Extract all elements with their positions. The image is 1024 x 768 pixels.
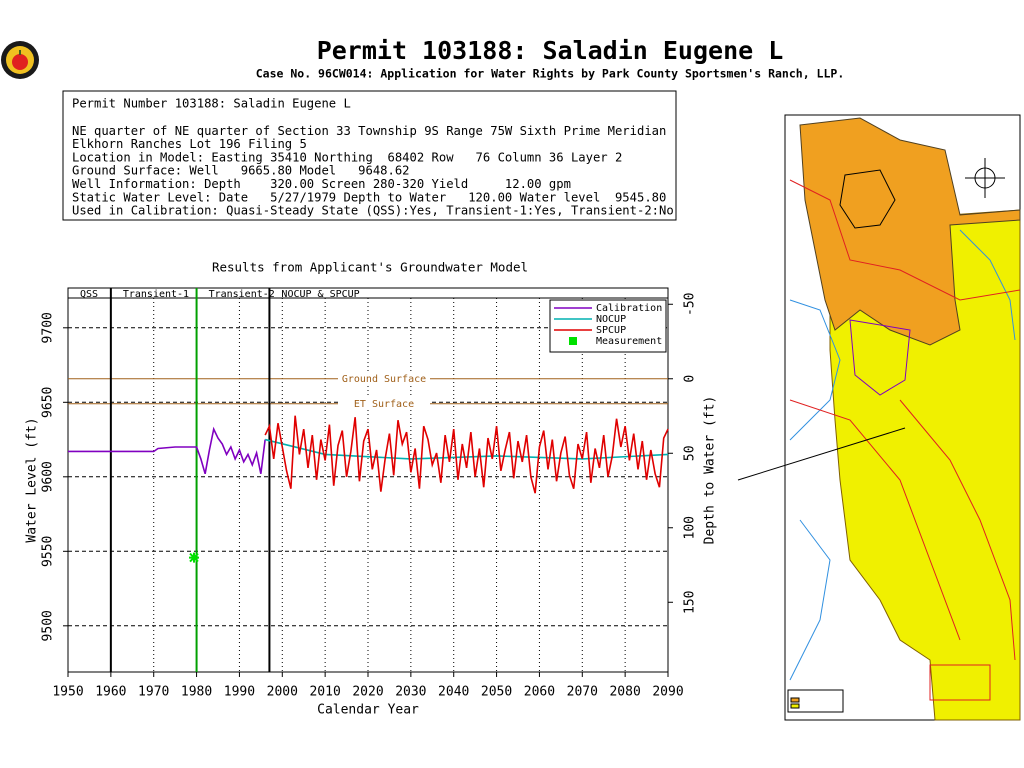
legend-swatch [569, 337, 577, 345]
y2-tick-label: 0 [683, 375, 698, 383]
info-line: Location in Model: Easting 35410 Northin… [72, 150, 622, 164]
map [784, 114, 1021, 721]
y2-axis-label: Depth to Water (ft) [703, 396, 718, 545]
legend-label: Calibration [596, 303, 662, 314]
legend-label: Measurement [596, 336, 662, 347]
x-axis-label: Calendar Year [317, 703, 419, 718]
x-tick-label: 2080 [609, 685, 640, 700]
y2-tick-label: 150 [683, 591, 698, 614]
x-tick-label: 1970 [138, 685, 169, 700]
y-tick-label: 9650 [41, 387, 56, 418]
x-tick-label: 2040 [438, 685, 469, 700]
y-tick-label: 9550 [41, 536, 56, 567]
info-line: Ground Surface: Well 9665.80 Model 9648.… [72, 164, 410, 178]
info-line: Well Information: Depth 320.00 Screen 28… [72, 177, 571, 191]
x-tick-label: 2070 [567, 685, 598, 700]
x-tick-label: 2050 [481, 685, 512, 700]
phase-label: QSS [80, 289, 98, 300]
info-line: Permit Number 103188: Saladin Eugene L [72, 97, 351, 111]
y-axis-label: Water Level (ft) [25, 417, 40, 542]
y-tick-label: 9600 [41, 461, 56, 492]
series-line [68, 426, 266, 475]
plot: 1950 1960 1970 1980 1990 2000 2010 2020 2030 2040… [41, 287, 698, 700]
page-subtitle: Case No. 96CW014: Application for Water … [256, 67, 845, 81]
y2-tick-label: 100 [683, 516, 698, 539]
reference-label: ET Surface [354, 399, 414, 410]
y-tick-label: 9500 [41, 610, 56, 641]
info-line: NE quarter of NE quarter of Section 33 T… [72, 124, 666, 138]
info-line: Used in Calibration: Quasi-Steady State … [72, 204, 674, 218]
page-title: Permit 103188: Saladin Eugene L [317, 36, 784, 65]
x-tick-label: 2090 [652, 685, 683, 700]
x-tick-label: 1960 [95, 685, 126, 700]
x-tick-label: 2030 [395, 685, 426, 700]
info-line: Elkhorn Ranches Lot 196 Filing 5 [72, 137, 307, 151]
y2-tick-label: 50 [683, 445, 698, 461]
x-tick-label: 2060 [524, 685, 555, 700]
x-tick-label: 1980 [181, 685, 212, 700]
x-tick-label: 2020 [352, 685, 383, 700]
phase-label: Transient-2 [209, 289, 275, 300]
info-line: Static Water Level: Date 5/27/1979 Depth… [72, 190, 666, 204]
y2-tick-label: -50 [683, 293, 698, 316]
phase-label: Transient-1 [123, 289, 189, 300]
chart-title: Results from Applicant's Groundwater Mod… [212, 260, 528, 275]
legend-label: NOCUP [596, 314, 626, 325]
x-tick-label: 2000 [267, 685, 298, 700]
reference-label-bg [338, 397, 430, 410]
x-tick-label: 1990 [224, 685, 255, 700]
info-box [62, 90, 677, 221]
pointer-line [737, 427, 906, 481]
logo [1, 41, 39, 79]
x-tick-label: 2010 [309, 685, 340, 700]
legend-label: SPCUP [596, 325, 626, 336]
measurement-marker [189, 552, 199, 563]
x-tick-label: 1950 [52, 685, 83, 700]
reference-label: Ground Surface [342, 374, 426, 385]
y-tick-label: 9700 [41, 312, 56, 343]
series-line [264, 415, 669, 494]
info-lines: Permit Number 103188: Saladin Eugene L NE… [72, 97, 674, 218]
phase-label: NOCUP & SPCUP [281, 289, 359, 300]
reference-label-bg [338, 372, 430, 385]
